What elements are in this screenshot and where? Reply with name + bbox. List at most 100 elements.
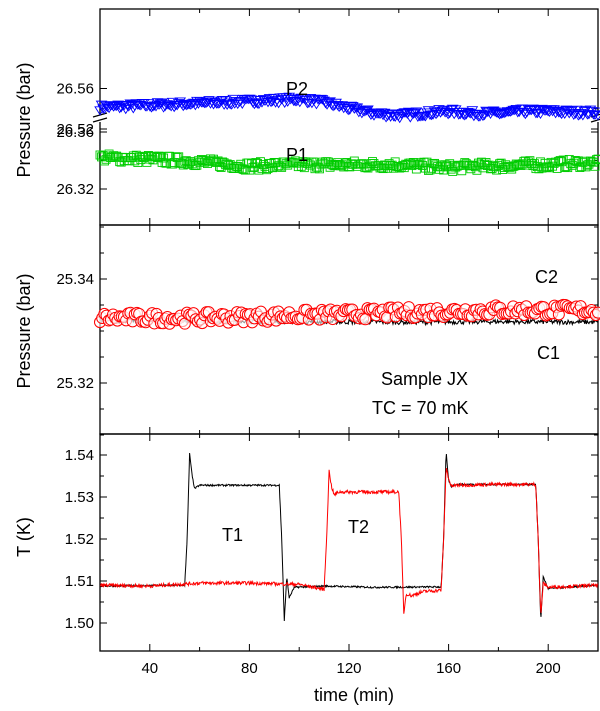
x-tick-label: 80: [241, 660, 258, 677]
p2-marker: [433, 105, 445, 115]
p1-marker: [150, 151, 159, 161]
p1-marker: [209, 154, 218, 164]
p2-marker: [268, 93, 280, 104]
p2-marker: [399, 108, 412, 118]
p2-marker: [150, 102, 162, 112]
x-tick-label: 40: [141, 660, 158, 677]
p2-marker: [393, 113, 406, 124]
p2-marker: [436, 106, 448, 117]
plot-frame: [99, 433, 599, 652]
p2-marker: [369, 108, 382, 118]
p1-marker: [219, 158, 229, 168]
p2-marker: [186, 99, 199, 109]
p2-marker: [227, 94, 240, 105]
p2-marker: [333, 102, 345, 113]
p2-marker: [442, 110, 454, 120]
y-axis-label-middle: Pressure (bar): [14, 273, 34, 388]
p2-marker: [359, 107, 371, 117]
p2-marker: [189, 101, 202, 111]
p1-marker: [310, 164, 320, 174]
p2-marker: [560, 105, 573, 115]
y-tick-label: 1.52: [65, 531, 94, 548]
y-tick-label: 26.32: [56, 181, 94, 198]
p2-marker: [567, 110, 580, 120]
p1-marker: [124, 156, 134, 166]
p1-marker: [573, 156, 583, 166]
p1-marker: [325, 162, 335, 172]
p1-marker: [315, 164, 324, 174]
p1-marker: [584, 159, 594, 169]
p2-marker: [250, 98, 262, 108]
y-tick-label: 1.51: [65, 573, 94, 590]
y-axis-label-top: Pressure (bar): [14, 62, 34, 177]
p2-marker: [469, 109, 482, 120]
p2-marker: [569, 109, 582, 119]
p2-marker: [130, 99, 143, 109]
x-axis-label: time (min): [314, 685, 394, 705]
p2-marker: [381, 111, 394, 121]
p1-marker: [590, 161, 600, 171]
axis-break-gap: [93, 114, 107, 122]
p2-marker: [578, 107, 591, 117]
p1-marker: [417, 160, 427, 170]
p1-marker: [153, 153, 162, 163]
x-tick-label: 160: [436, 660, 461, 677]
y-tick-label: 26.56: [56, 81, 94, 98]
p2-marker: [490, 108, 503, 118]
p2-marker: [448, 109, 461, 120]
panel-middle-pressure: 25.32 25.34: [56, 224, 600, 436]
p2-marker: [354, 105, 367, 116]
x-tick-label: 120: [336, 660, 361, 677]
p1-marker: [262, 165, 271, 175]
p1-marker: [487, 163, 497, 173]
p1-marker: [525, 156, 535, 166]
p1-marker: [159, 153, 169, 163]
p2-marker: [110, 101, 123, 112]
p2-marker: [443, 109, 456, 119]
p2-marker: [554, 108, 566, 118]
y-tick-label: 25.34: [56, 271, 94, 288]
c2-marker: [592, 306, 600, 319]
p2-marker: [480, 106, 492, 117]
p2-marker: [304, 94, 317, 104]
x-tick-label: 200: [536, 660, 561, 677]
plot-frame: [99, 8, 599, 226]
p1-marker: [245, 165, 255, 175]
p1-marker: [302, 158, 312, 168]
p2-marker: [477, 111, 489, 122]
y-tick-label: 26.36: [56, 124, 94, 141]
p1-marker: [581, 162, 591, 172]
label-t1: T1: [222, 525, 243, 545]
p2-marker: [592, 111, 600, 121]
p2-marker: [365, 110, 377, 120]
label-p2: P2: [286, 79, 308, 99]
p2-marker: [521, 108, 533, 118]
p2-marker: [325, 100, 338, 110]
y-axis-label-bottom: T (K): [14, 517, 34, 557]
p2-marker: [209, 98, 221, 108]
y-tick-label: 26.52: [56, 121, 94, 138]
label-c2: C2: [535, 267, 558, 287]
annotation-sample: Sample JX: [381, 369, 468, 389]
p1-marker: [133, 158, 143, 168]
p1-marker: [555, 156, 565, 166]
t2-line: [99, 468, 599, 614]
label-t2: T2: [348, 517, 369, 537]
panel-top-pressure: 26.52 26.56 26.32 26.36: [56, 8, 600, 226]
p2-marker: [265, 97, 277, 108]
p1-marker: [472, 165, 482, 175]
p2-marker: [508, 105, 521, 116]
p2-marker: [233, 97, 246, 108]
p2-marker: [539, 106, 551, 116]
p1-marker: [134, 152, 144, 162]
annotation-tc: TC = 70 mK: [372, 398, 469, 418]
p1-marker: [263, 164, 273, 173]
plot-frame: [99, 224, 599, 435]
axis-break-mark: [92, 117, 108, 123]
label-c1: C1: [537, 343, 560, 363]
p1-marker: [383, 163, 393, 173]
p1-marker: [424, 165, 433, 175]
p1-marker: [536, 157, 545, 167]
c2-marker: [359, 313, 372, 326]
p2-marker: [295, 93, 308, 104]
